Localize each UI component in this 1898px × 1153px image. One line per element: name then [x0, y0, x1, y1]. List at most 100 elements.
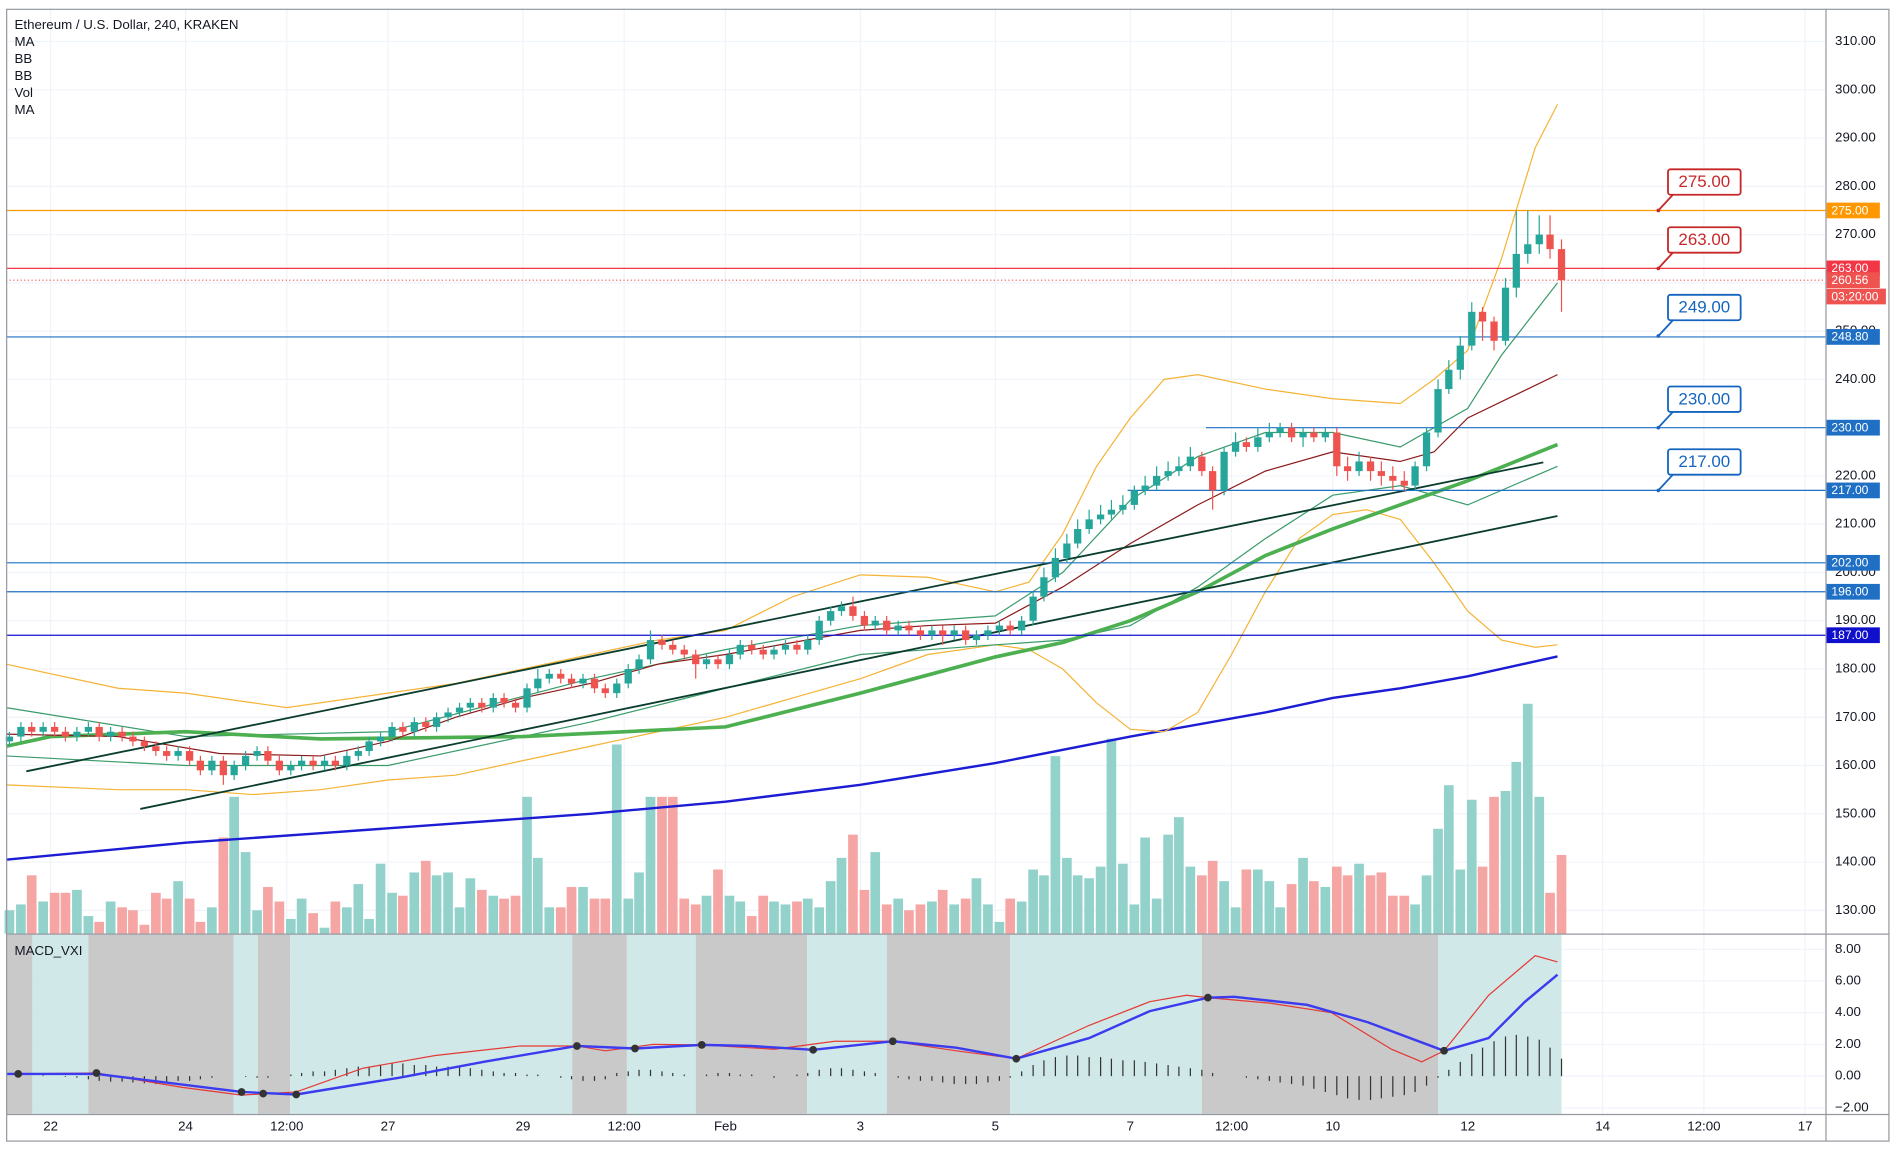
callout-pointer [1657, 411, 1674, 429]
volume-bar [1129, 904, 1140, 934]
candle-body [1141, 485, 1149, 491]
x-tick-label: 7 [1127, 1119, 1134, 1134]
x-tick-label: 14 [1595, 1119, 1610, 1134]
plot-layer: 275.00 263.00 249.00 230.00 217.00 [4, 8, 1826, 1114]
volume-bar [1241, 869, 1252, 934]
volume-bar [398, 895, 408, 934]
candle-body [1051, 557, 1060, 578]
volume-bar [983, 904, 993, 934]
volume-bar [252, 910, 262, 934]
candle-body [972, 635, 981, 641]
x-tick-label: 17 [1798, 1119, 1813, 1134]
candle-body [962, 630, 970, 641]
callout-box [1667, 293, 1742, 322]
volume-bar [341, 907, 352, 934]
cross-dot [1204, 993, 1212, 1002]
volume-bar [72, 889, 82, 934]
cross-dot [292, 1090, 301, 1099]
candle-body [1321, 432, 1329, 438]
candle-body [534, 678, 542, 689]
y-tick-label: 150.00 [1835, 805, 1876, 820]
candle-body [736, 644, 744, 655]
y-tick-label: −2.00 [1835, 1099, 1869, 1114]
candle-body [17, 726, 25, 737]
volume-bar [960, 898, 971, 934]
candle-body [1287, 427, 1296, 438]
price-tag [1826, 583, 1880, 600]
volume-bar [105, 901, 116, 934]
volume-bar [375, 863, 386, 934]
callout-label: 263.00 [1678, 230, 1730, 249]
y-tick-label: 2.00 [1835, 1036, 1861, 1051]
volume-bar [634, 872, 644, 934]
y-tick-label: 130.00 [1835, 902, 1876, 917]
volume-bar [1264, 881, 1275, 934]
volume-bar [263, 886, 273, 934]
candle-body [692, 654, 700, 665]
candle-body [253, 751, 261, 756]
signal-region [233, 934, 258, 1114]
callout-box [1667, 168, 1742, 196]
candle-body [916, 630, 925, 636]
volume-bar [353, 884, 364, 934]
candle-body [1006, 625, 1014, 631]
volume-bar [600, 898, 611, 934]
volume-bar [38, 901, 49, 934]
y-tick-label: 170.00 [1835, 709, 1876, 724]
candle-body [1107, 509, 1116, 515]
x-tick-label: 27 [381, 1119, 396, 1134]
volume-bar [1106, 738, 1117, 934]
price-tag [1826, 329, 1880, 345]
candle-body [1096, 514, 1105, 520]
candle-body [511, 702, 520, 708]
candle-body [1040, 577, 1048, 597]
candle-body [545, 673, 553, 679]
cross-dot [631, 1044, 639, 1053]
volume-bar [1365, 875, 1376, 934]
price-tag [1826, 419, 1880, 436]
candle-body [185, 751, 194, 761]
candle-body [444, 712, 452, 718]
volume-bar [746, 916, 757, 934]
volume-bar [758, 895, 769, 934]
candle-body [174, 751, 182, 756]
candle-body [140, 741, 149, 747]
price-tag-label: 217.00 [1831, 483, 1868, 497]
cross-dot [573, 1042, 581, 1050]
volume-bar [1387, 895, 1398, 934]
candle-body [1478, 311, 1487, 322]
x-tick-label: 12:00 [608, 1119, 641, 1134]
x-tick-label: 24 [178, 1119, 193, 1134]
candle-body [1333, 432, 1341, 467]
callout-tip [1656, 488, 1661, 493]
signal-region [886, 934, 1011, 1114]
volume-bar [1376, 872, 1387, 934]
signal-region [88, 934, 234, 1114]
volume-bar [151, 892, 161, 934]
signal-region [695, 934, 808, 1114]
volume-bar [4, 910, 15, 934]
callout-tip [1656, 334, 1661, 338]
candle-body [1524, 244, 1532, 254]
volume-bar [1050, 756, 1061, 934]
price-tag [1826, 627, 1880, 644]
volume-bar [139, 924, 150, 934]
volume-bar [330, 901, 341, 934]
candle-body [84, 726, 93, 732]
indicator-label: Vol [15, 85, 34, 100]
cross-dot [1012, 1054, 1021, 1063]
y-tick-label: 270.00 [1835, 226, 1876, 241]
volume-bar [431, 875, 442, 934]
volume-bar [1443, 785, 1454, 934]
current-price-label: 260.56 [1831, 273, 1868, 287]
indicator-line [5, 442, 1559, 749]
candle-body [320, 760, 329, 766]
candle-body [1209, 471, 1217, 491]
volume-bar [870, 852, 881, 934]
cross-dot [809, 1045, 818, 1054]
candle-body [804, 640, 812, 650]
volume-bar [1062, 857, 1072, 934]
volume-bar [904, 910, 914, 934]
candle-body [1355, 461, 1363, 472]
volume-bar [1522, 703, 1533, 934]
